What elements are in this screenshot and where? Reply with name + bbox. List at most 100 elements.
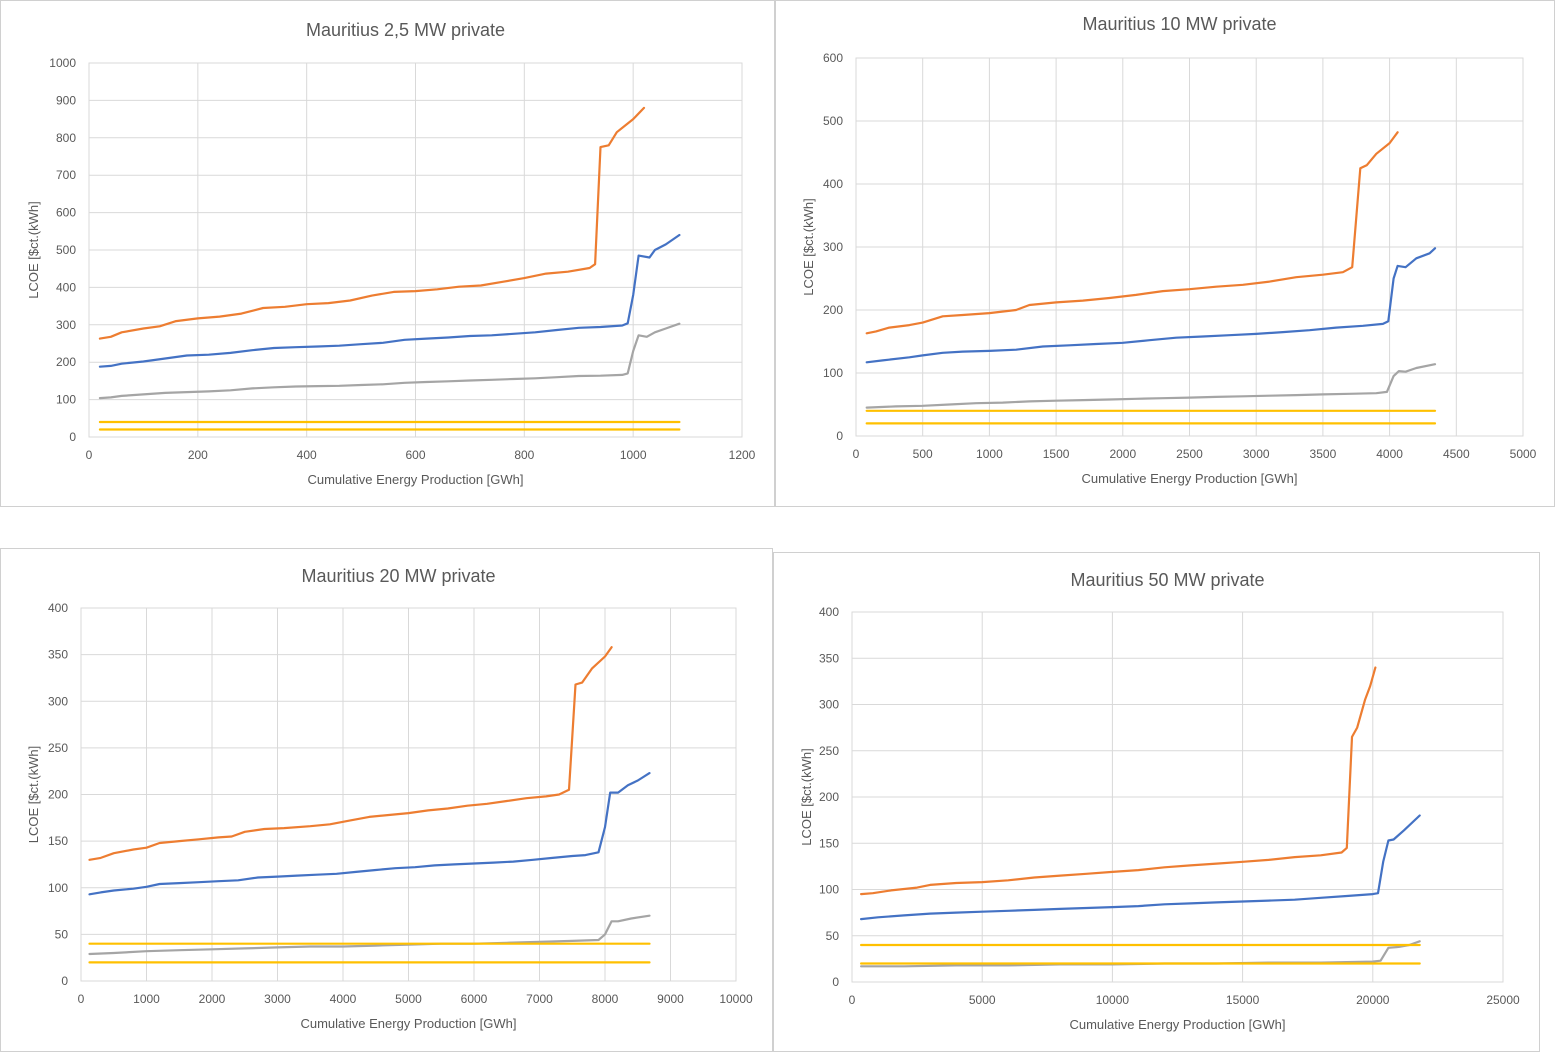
y-tick-label: 150 xyxy=(48,834,68,848)
series-line-blue xyxy=(88,772,651,896)
y-axis-label: LCOE [$ct.(kWh] xyxy=(799,748,814,846)
x-tick-label: 1000 xyxy=(620,448,647,462)
y-tick-label: 50 xyxy=(826,929,840,943)
chart-panel-50mw: Mauritius 50 MW private 0 50 100 150 200 250 30… xyxy=(773,552,1540,1052)
y-tick-label: 300 xyxy=(48,694,68,708)
plot-area xyxy=(80,607,737,982)
x-tick-label: 400 xyxy=(297,448,317,462)
y-tick-label: 150 xyxy=(819,836,839,850)
y-tick-label: 250 xyxy=(819,744,839,758)
x-tick-label: 0 xyxy=(853,447,860,461)
chart-title: Mauritius 2,5 MW private xyxy=(306,20,505,40)
y-tick-label: 100 xyxy=(823,366,843,380)
x-tick-label: 500 xyxy=(913,447,933,461)
chart-10mw: Mauritius 10 MW private 0 100 200 300 400 500 6… xyxy=(801,14,1537,486)
y-tick-label: 500 xyxy=(56,243,76,257)
y-tick-label: 100 xyxy=(819,883,839,897)
x-tick-label: 20000 xyxy=(1356,993,1390,1007)
x-tick-label: 5000 xyxy=(1510,447,1537,461)
y-tick-label: 1000 xyxy=(49,56,76,70)
y-tick-label: 300 xyxy=(823,240,843,254)
chart-50mw: Mauritius 50 MW private 0 50 100 150 200 250 30… xyxy=(799,570,1520,1032)
x-tick-label: 3000 xyxy=(264,992,291,1006)
chart-title: Mauritius 10 MW private xyxy=(1082,14,1276,34)
x-tick-label: 800 xyxy=(514,448,534,462)
x-tick-label: 3500 xyxy=(1310,447,1337,461)
x-tick-label: 4000 xyxy=(1376,447,1403,461)
y-tick-label: 350 xyxy=(819,651,839,665)
x-tick-label: 0 xyxy=(78,992,85,1006)
x-tick-label: 1200 xyxy=(729,448,756,462)
y-tick-label: 0 xyxy=(61,974,68,988)
x-tick-label: 5000 xyxy=(969,993,996,1007)
y-axis-label: LCOE [$ct.(kWh] xyxy=(26,201,41,299)
x-axis-label: Cumulative Energy Production [GWh] xyxy=(307,472,523,487)
x-tick-label: 9000 xyxy=(657,992,684,1006)
y-tick-label: 300 xyxy=(56,318,76,332)
y-tick-label: 500 xyxy=(823,114,843,128)
y-tick-label: 200 xyxy=(819,790,839,804)
y-axis-label: LCOE [$ct.(kWh] xyxy=(801,198,816,296)
series-line-blue xyxy=(860,814,1421,921)
x-tick-label: 0 xyxy=(849,993,856,1007)
chart-panel-2-5mw: Mauritius 2,5 MW private 0 100 200 300 400 500… xyxy=(0,0,775,507)
series-line-gray xyxy=(98,322,681,400)
x-axis-label: Cumulative Energy Production [GWh] xyxy=(1069,1017,1285,1032)
series-line-orange xyxy=(98,106,646,340)
y-tick-label: 300 xyxy=(819,698,839,712)
x-tick-label: 1000 xyxy=(976,447,1003,461)
x-tick-label: 6000 xyxy=(461,992,488,1006)
y-tick-label: 900 xyxy=(56,93,76,107)
x-tick-label: 200 xyxy=(188,448,208,462)
y-tick-label: 100 xyxy=(56,393,76,407)
series-line-orange xyxy=(860,666,1377,896)
x-tick-label: 8000 xyxy=(592,992,619,1006)
y-tick-label: 200 xyxy=(56,355,76,369)
series-line-orange xyxy=(88,646,613,861)
x-tick-label: 4000 xyxy=(330,992,357,1006)
y-tick-label: 400 xyxy=(819,605,839,619)
x-tick-label: 2000 xyxy=(1109,447,1136,461)
x-axis-label: Cumulative Energy Production [GWh] xyxy=(300,1016,516,1031)
x-tick-label: 15000 xyxy=(1226,993,1260,1007)
x-tick-label: 5000 xyxy=(395,992,422,1006)
x-tick-label: 1500 xyxy=(1043,447,1070,461)
chart-title: Mauritius 50 MW private xyxy=(1070,570,1264,590)
x-axis-label: Cumulative Energy Production [GWh] xyxy=(1081,471,1297,486)
y-tick-label: 400 xyxy=(823,177,843,191)
x-tick-label: 10000 xyxy=(719,992,753,1006)
chart-2-5mw: Mauritius 2,5 MW private 0 100 200 300 400 500… xyxy=(26,20,756,487)
x-tick-label: 25000 xyxy=(1486,993,1520,1007)
y-tick-label: 350 xyxy=(48,648,68,662)
x-tick-label: 3000 xyxy=(1243,447,1270,461)
y-tick-label: 250 xyxy=(48,741,68,755)
chart-title: Mauritius 20 MW private xyxy=(301,566,495,586)
series-line-orange xyxy=(865,131,1399,335)
y-tick-label: 0 xyxy=(832,975,839,989)
x-tick-label: 2000 xyxy=(199,992,226,1006)
x-tick-label: 7000 xyxy=(526,992,553,1006)
x-tick-label: 600 xyxy=(405,448,425,462)
x-tick-label: 2500 xyxy=(1176,447,1203,461)
y-tick-label: 600 xyxy=(56,206,76,220)
y-tick-label: 100 xyxy=(48,881,68,895)
series-line-gray xyxy=(865,363,1437,409)
series-line-blue xyxy=(98,233,681,368)
chart-panel-20mw: Mauritius 20 MW private 0 50 100 150 200 250 30… xyxy=(0,548,773,1052)
chart-20mw: Mauritius 20 MW private 0 50 100 150 200 250 30… xyxy=(26,566,753,1031)
plot-area xyxy=(88,62,743,438)
y-tick-label: 50 xyxy=(55,927,69,941)
y-tick-label: 0 xyxy=(69,430,76,444)
x-tick-label: 1000 xyxy=(133,992,160,1006)
y-axis-label: LCOE [$ct.(kWh] xyxy=(26,746,41,844)
y-tick-label: 600 xyxy=(823,51,843,65)
y-tick-label: 400 xyxy=(48,601,68,615)
plot-area xyxy=(855,57,1524,437)
chart-panel-10mw: Mauritius 10 MW private 0 100 200 300 400 500 6… xyxy=(775,0,1555,507)
x-tick-label: 10000 xyxy=(1096,993,1130,1007)
y-tick-label: 400 xyxy=(56,280,76,294)
y-tick-label: 0 xyxy=(836,429,843,443)
y-tick-label: 200 xyxy=(48,788,68,802)
series-line-blue xyxy=(865,247,1437,364)
x-tick-label: 0 xyxy=(86,448,93,462)
